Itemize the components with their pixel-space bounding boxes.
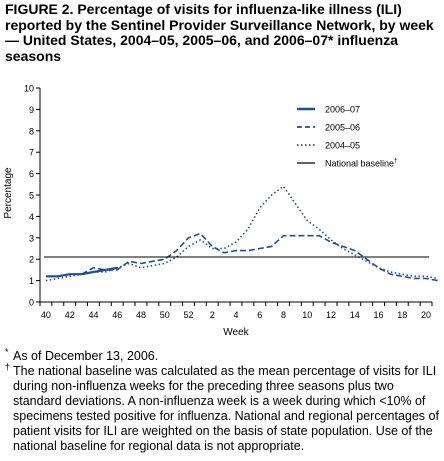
x-tick-label: 40 [41, 310, 51, 320]
chart-legend: 2006–07 2005–06 2004–05 National baseline† [297, 105, 397, 169]
footnote-mark: † [5, 362, 11, 372]
x-tick-label: 42 [65, 310, 75, 320]
y-tick-label: 8 [29, 126, 34, 136]
x-tick-label: 8 [281, 310, 286, 320]
footnote-asof: * As of December 13, 2006. [5, 347, 441, 364]
y-tick-label: 0 [29, 298, 34, 308]
footnote-text: The national baseline was calculated as … [13, 364, 439, 453]
legend-label: 2006–07 [325, 105, 360, 115]
y-tick-label: 10 [24, 84, 34, 94]
y-tick-label: 6 [29, 169, 34, 179]
x-tick-label: 10 [302, 310, 312, 320]
x-tick-label: 12 [326, 310, 336, 320]
x-axis-label: Week [223, 327, 249, 338]
x-tick-label: 50 [160, 310, 170, 320]
y-tick-label: 9 [29, 105, 34, 115]
legend-label: 2005–06 [325, 123, 360, 133]
legend-label: 2004–05 [325, 141, 360, 151]
y-tick-label: 2 [29, 255, 34, 265]
y-tick-label: 7 [29, 148, 34, 158]
x-tick-label: 4 [233, 310, 238, 320]
x-tick-label: 2 [210, 310, 215, 320]
x-tick-label: 48 [136, 310, 146, 320]
series-line-2004-05 [45, 185, 439, 282]
footnotes: * As of December 13, 2006. † The national … [5, 347, 441, 454]
chart-series [44, 185, 439, 282]
x-tick-label: 16 [374, 310, 384, 320]
footnote-text: As of December 13, 2006. [13, 349, 159, 363]
x-tick-label: 6 [257, 310, 262, 320]
y-tick-label: 3 [29, 233, 34, 243]
figure-title: FIGURE 2. Percentage of visits for influ… [5, 1, 434, 64]
legend-label: National baseline† [325, 159, 397, 169]
y-axis-label: Percentage [3, 167, 14, 219]
x-tick-label: 14 [350, 310, 360, 320]
y-tick-label: 1 [29, 276, 34, 286]
footnote-baseline: † The national baseline was calculated as… [5, 362, 441, 454]
footnote-mark: * [5, 347, 9, 357]
series-line-2005-06 [45, 232, 439, 282]
x-tick-label: 44 [88, 310, 98, 320]
y-tick-label: 5 [29, 191, 34, 201]
x-tick-label: 20 [421, 310, 431, 320]
y-tick-label: 4 [29, 212, 34, 222]
x-tick-label: 18 [397, 310, 407, 320]
x-tick-label: 52 [183, 310, 193, 320]
x-tick-label: 46 [112, 310, 122, 320]
